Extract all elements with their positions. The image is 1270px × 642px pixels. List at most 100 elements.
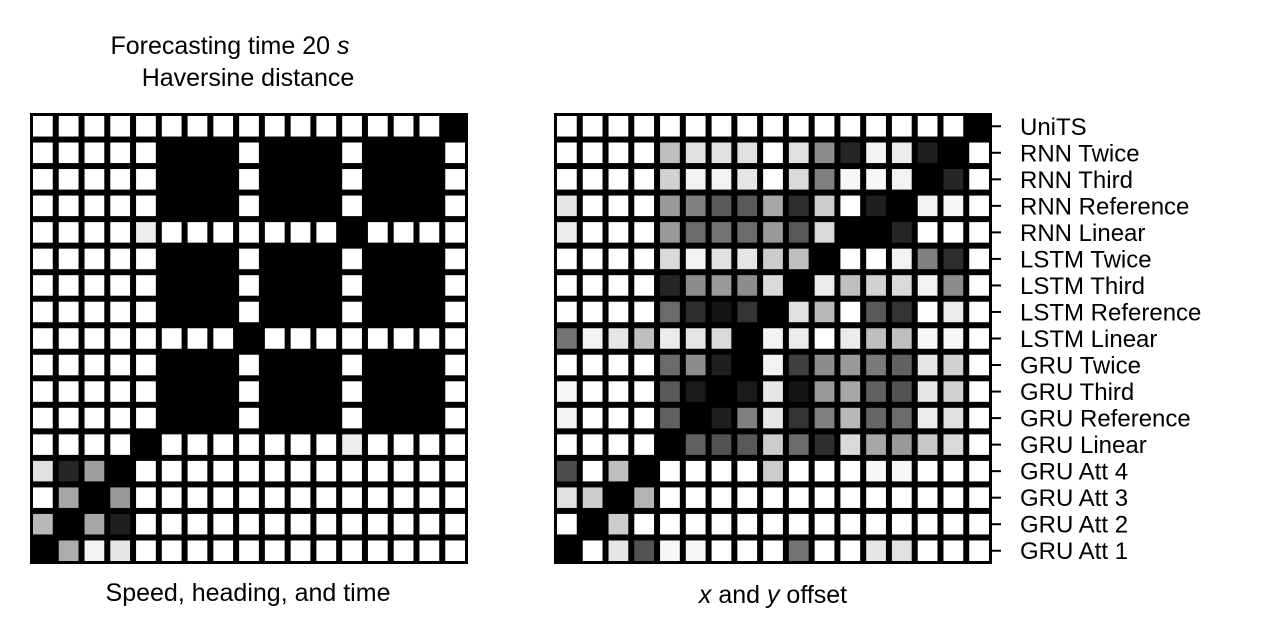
left-heatmap-cell bbox=[342, 169, 362, 190]
left-heatmap-cell bbox=[419, 142, 440, 164]
right-heatmap-cell bbox=[814, 142, 835, 164]
right-heatmap-cell bbox=[557, 434, 577, 455]
left-heatmap-cell bbox=[161, 434, 182, 455]
right-heatmap-cell bbox=[737, 434, 758, 455]
left-heatmap-cell bbox=[161, 195, 182, 217]
right-heatmap-cell bbox=[711, 487, 732, 508]
left-heatmap-cell bbox=[419, 301, 440, 323]
left-heatmap-cell bbox=[213, 116, 234, 137]
right-heatmap-cell bbox=[840, 195, 861, 217]
right-heatmap-cell bbox=[969, 354, 989, 376]
right-heatmap-cell bbox=[814, 275, 835, 296]
left-heatmap-cell bbox=[316, 248, 337, 270]
right-heatmap-cell bbox=[866, 169, 886, 190]
left-heatmap-cell bbox=[84, 434, 105, 455]
right-heatmap-cell bbox=[711, 328, 732, 349]
left-heatmap-cell bbox=[393, 142, 414, 164]
right-heatmap-cell bbox=[608, 434, 629, 455]
left-heatmap-cell bbox=[367, 248, 388, 270]
left-heatmap-cell bbox=[264, 381, 285, 402]
left-heatmap-cell bbox=[367, 169, 388, 190]
right-heatmap-cell bbox=[840, 354, 861, 376]
right-heatmap-cell bbox=[866, 513, 886, 535]
left-heatmap-cell bbox=[161, 301, 182, 323]
left-heatmap-cell bbox=[161, 487, 182, 508]
left-heatmap-cell bbox=[419, 540, 440, 561]
right-heatmap-cell bbox=[608, 487, 629, 508]
left-heatmap-cell bbox=[58, 381, 79, 402]
left-heatmap-cell bbox=[110, 513, 131, 535]
right-heatmap-cell bbox=[763, 354, 783, 376]
y-tick-label: GRU Att 4 bbox=[1020, 459, 1128, 486]
left-heatmap-cell bbox=[419, 354, 440, 376]
right-heatmap-cell bbox=[814, 301, 835, 323]
left-heatmap-cell bbox=[290, 275, 311, 296]
right-heatmap-cell bbox=[711, 248, 732, 270]
right-heatmap-cell bbox=[608, 116, 629, 137]
left-heatmap-cell bbox=[161, 328, 182, 349]
left-heatmap-cell bbox=[290, 434, 311, 455]
left-heatmap-cell bbox=[393, 301, 414, 323]
left-heatmap-cell bbox=[290, 169, 311, 190]
left-heatmap-cell bbox=[367, 116, 388, 137]
left-heatmap-cell bbox=[264, 487, 285, 508]
right-heatmap-cell bbox=[608, 142, 629, 164]
left-heatmap-cell bbox=[161, 381, 182, 402]
right-heatmap-cell bbox=[891, 381, 912, 402]
left-heatmap-cell bbox=[213, 540, 234, 561]
left-heatmap-cell bbox=[213, 513, 234, 535]
right-heatmap-cell bbox=[814, 169, 835, 190]
right-heatmap-cell bbox=[891, 222, 912, 243]
right-heatmap-cell bbox=[866, 381, 886, 402]
left-heatmap-cell bbox=[187, 248, 208, 270]
right-heatmap-cell bbox=[582, 116, 603, 137]
left-heatmap-cell bbox=[264, 195, 285, 217]
right-heatmap-cell bbox=[891, 248, 912, 270]
left-heatmap-cell bbox=[136, 169, 156, 190]
left-heatmap-cell bbox=[445, 354, 465, 376]
right-heatmap-cell bbox=[763, 381, 783, 402]
right-heatmap-cell bbox=[737, 460, 758, 482]
left-heatmap-cell bbox=[445, 540, 465, 561]
right-heatmap-cell bbox=[608, 513, 629, 535]
right-heatmap-cell bbox=[763, 142, 783, 164]
right-heatmap-cell bbox=[763, 487, 783, 508]
right-heatmap-cell bbox=[814, 487, 835, 508]
left-heatmap-cell bbox=[239, 381, 259, 402]
right-heatmap-cell bbox=[557, 116, 577, 137]
right-heatmap-cell bbox=[814, 222, 835, 243]
right-heatmap-cell bbox=[917, 195, 938, 217]
y-tick-label: RNN Linear bbox=[1020, 220, 1145, 247]
right-heatmap-cell bbox=[943, 328, 964, 349]
right-heatmap-cell bbox=[814, 381, 835, 402]
right-heatmap-cell bbox=[840, 460, 861, 482]
left-heatmap-cell bbox=[316, 275, 337, 296]
left-heatmap-cell bbox=[264, 513, 285, 535]
left-heatmap-cell bbox=[84, 487, 105, 508]
right-heatmap-cell bbox=[582, 328, 603, 349]
right-heatmap-cell bbox=[943, 248, 964, 270]
right-heatmap-cell bbox=[737, 540, 758, 561]
right-heatmap-cell bbox=[557, 513, 577, 535]
left-heatmap-cell bbox=[239, 301, 259, 323]
right-heatmap-cell bbox=[969, 407, 989, 429]
left-heatmap-cell bbox=[342, 540, 362, 561]
left-heatmap-cell bbox=[239, 460, 259, 482]
left-heatmap-cell bbox=[445, 222, 465, 243]
right-heatmap-cell bbox=[943, 513, 964, 535]
left-heatmap-cell bbox=[161, 222, 182, 243]
right-heatmap-cell bbox=[634, 540, 655, 561]
right-heatmap-cell bbox=[917, 328, 938, 349]
left-heatmap-cell bbox=[393, 381, 414, 402]
y-tick-label: RNN Reference bbox=[1020, 193, 1189, 220]
right-heatmap-cell bbox=[557, 381, 577, 402]
right-heatmap-cell bbox=[634, 116, 655, 137]
right-heatmap-cell bbox=[917, 434, 938, 455]
right-heatmap-cell bbox=[891, 142, 912, 164]
left-heatmap-cell bbox=[136, 540, 156, 561]
right-heatmap-cell bbox=[711, 301, 732, 323]
right-heatmap-cell bbox=[711, 169, 732, 190]
left-heatmap-cell bbox=[84, 407, 105, 429]
right-heatmap-cell bbox=[788, 354, 809, 376]
right-heatmap-cell bbox=[840, 407, 861, 429]
